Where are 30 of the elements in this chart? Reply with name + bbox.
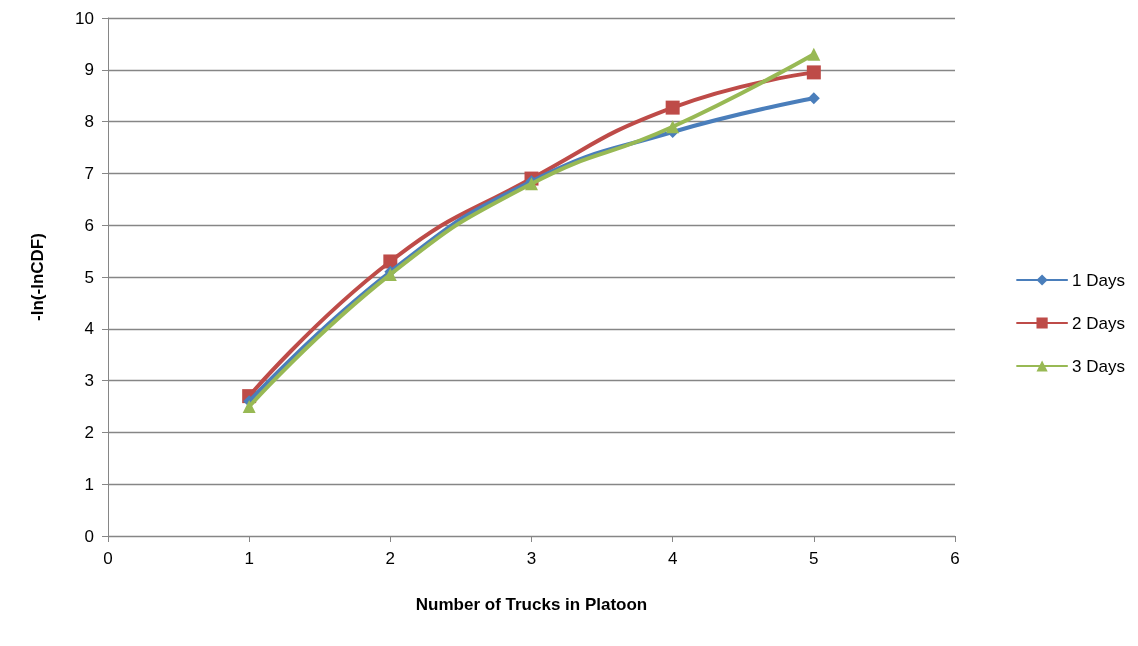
y-tick-label: 7 [84, 163, 94, 183]
x-tick-label: 0 [103, 549, 113, 568]
point [806, 65, 821, 80]
point [383, 254, 398, 269]
x-tick-label: 1 [244, 549, 254, 568]
y-tick-label: 3 [84, 371, 94, 391]
legend-label: 3 Days [1072, 356, 1126, 376]
point [666, 120, 680, 134]
y-tick-label: 2 [84, 422, 94, 442]
y-axis-title: -ln(-lnCDF) [28, 233, 47, 321]
x-tick-label: 4 [667, 549, 678, 568]
y-tick-label: 5 [84, 267, 94, 287]
point [807, 47, 821, 61]
y-tick-label: 8 [84, 112, 94, 132]
point [807, 92, 820, 105]
x-tick-label: 2 [385, 549, 396, 568]
y-tick-label: 4 [84, 319, 94, 339]
legend-label: 2 Days [1072, 313, 1126, 333]
point [665, 100, 680, 115]
y-tick-label: 10 [75, 8, 94, 28]
y-tick-label: 9 [84, 60, 94, 80]
x-tick-label: 3 [526, 549, 537, 568]
y-tick-label: 6 [84, 215, 94, 235]
point [242, 400, 256, 413]
x-tick-label: 6 [950, 549, 960, 568]
legend-label: 1 Days [1072, 270, 1126, 290]
y-tick-label: 1 [84, 474, 94, 494]
x-tick-label: 5 [809, 549, 819, 568]
y-tick-label: 0 [84, 526, 94, 546]
x-axis-title: Number of Trucks in Platoon [415, 595, 648, 614]
